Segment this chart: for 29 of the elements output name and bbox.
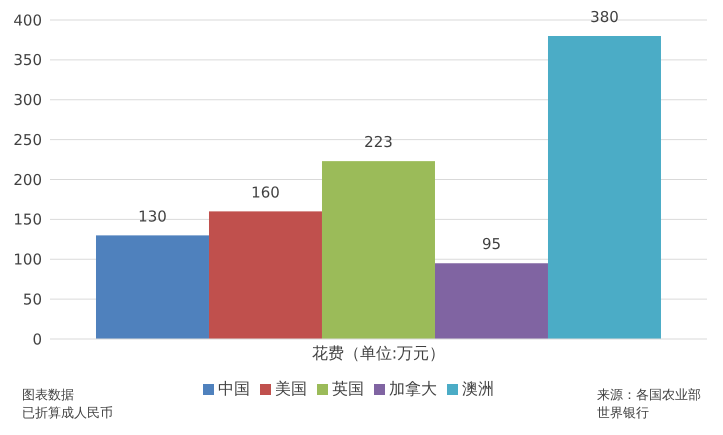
bar [322, 161, 435, 339]
y-tick-label: 50 [22, 290, 42, 308]
text: 世界银行 [597, 405, 650, 423]
bar [548, 36, 661, 339]
y-tick-label: 350 [13, 51, 42, 70]
text: 已折算成人民币 [22, 405, 113, 423]
legend-label: 英国 [332, 379, 364, 398]
data-label: 380 [590, 8, 619, 26]
y-tick-label: 100 [13, 250, 42, 269]
bar [434, 263, 548, 339]
data-label: 223 [364, 133, 393, 152]
y-tick-label: 200 [13, 170, 42, 189]
y-tick-label: 250 [13, 130, 42, 149]
bar [96, 235, 209, 339]
legend-label: 中国 [218, 379, 250, 398]
data-label: 160 [251, 183, 280, 202]
legend-label: 澳洲 [462, 379, 494, 398]
y-tick-label: 300 [13, 91, 42, 110]
source-note: 来源：各国农业部 [597, 387, 701, 405]
y-tick-label: 150 [13, 210, 42, 229]
y-tick-label: 0 [32, 330, 42, 348]
bar [208, 211, 322, 339]
data-label: 95 [482, 235, 502, 254]
x-tick-label: 花费（单位:万元） [312, 343, 446, 362]
y-tick-label: 400 [13, 11, 42, 30]
data-label: 130 [138, 207, 167, 226]
text: 图表数据 [22, 387, 75, 405]
legend-label: 加拿大 [389, 379, 437, 398]
legend-label: 美国 [275, 379, 307, 398]
